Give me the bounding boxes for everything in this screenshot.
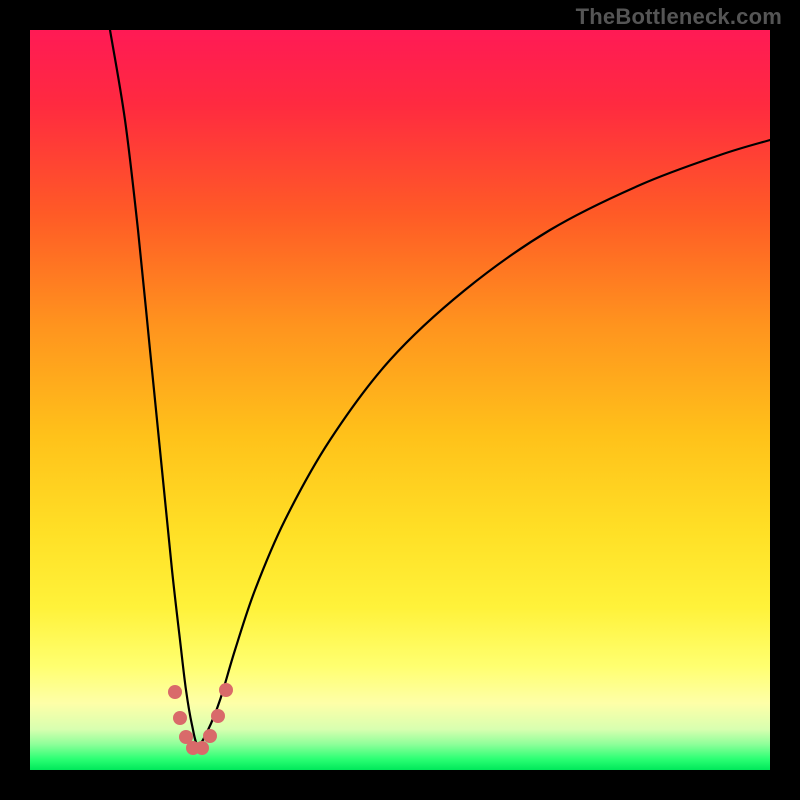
data-marker <box>211 709 225 723</box>
data-marker <box>219 683 233 697</box>
plot-area <box>30 30 770 770</box>
watermark-text: TheBottleneck.com <box>576 4 782 30</box>
data-marker <box>195 741 209 755</box>
data-marker <box>168 685 182 699</box>
image-root: TheBottleneck.com <box>0 0 800 800</box>
data-marker <box>203 729 217 743</box>
data-marker <box>173 711 187 725</box>
gradient-background <box>30 30 770 770</box>
chart-svg <box>30 30 770 770</box>
